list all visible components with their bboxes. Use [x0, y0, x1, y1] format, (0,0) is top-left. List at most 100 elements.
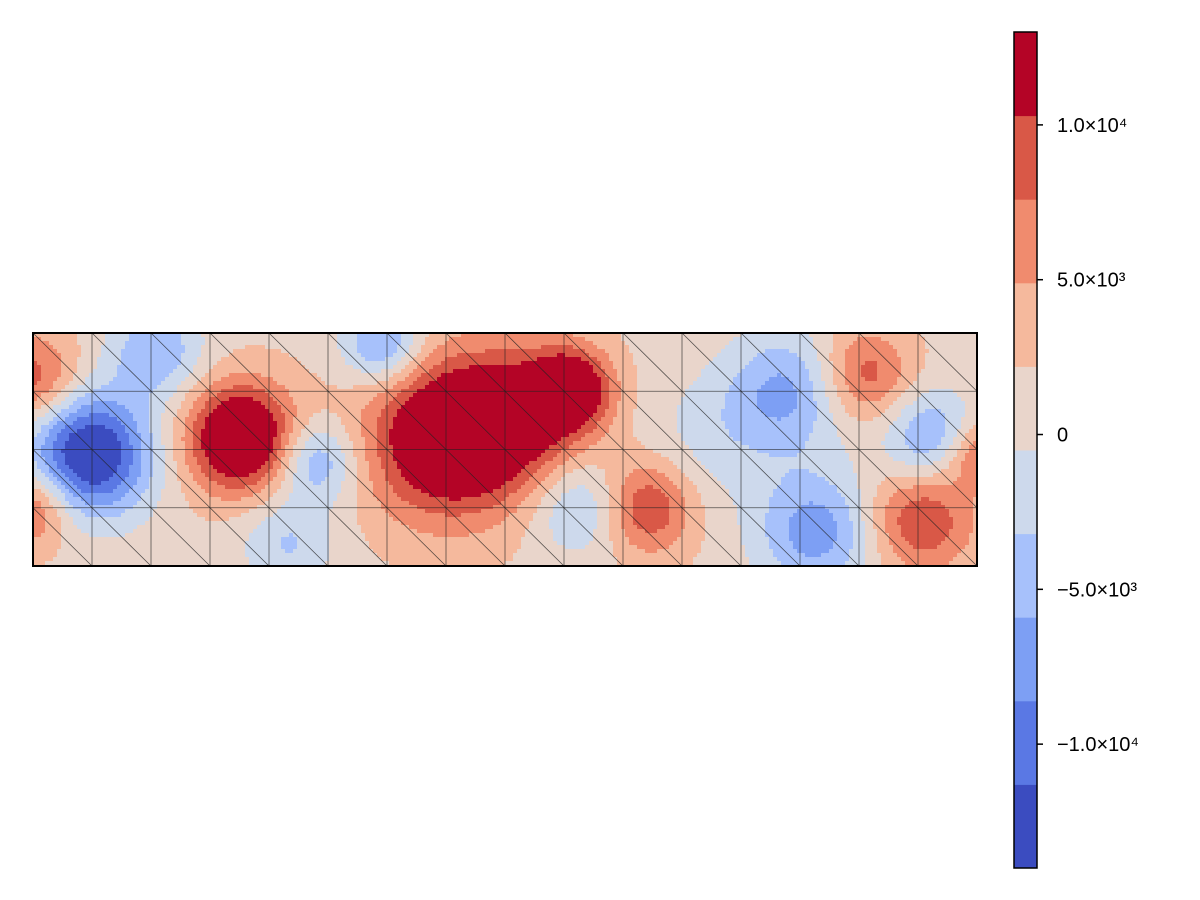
contour-cell [69, 341, 74, 346]
contour-cell [353, 341, 358, 346]
contour-cell [597, 361, 602, 366]
contour-cell [161, 361, 166, 366]
contour-cell [541, 397, 546, 402]
contour-cell [969, 365, 974, 370]
contour-cell [329, 357, 334, 362]
contour-cell [169, 349, 174, 354]
contour-cell [401, 345, 406, 350]
contour-cell [529, 397, 534, 402]
contour-cell [133, 377, 138, 382]
contour-cell [189, 409, 194, 414]
contour-cell [89, 353, 94, 358]
contour-cell [921, 413, 926, 418]
contour-cell [833, 357, 838, 362]
contour-cell [565, 353, 570, 358]
contour-cell [129, 405, 134, 410]
contour-cell [805, 369, 810, 374]
contour-cell [257, 393, 262, 398]
contour-cell [49, 361, 54, 366]
contour-cell [529, 401, 534, 406]
contour-cell [609, 373, 614, 378]
contour-cell [669, 361, 674, 366]
contour-cell [85, 393, 90, 398]
contour-cell [933, 401, 938, 406]
contour-cell [77, 417, 82, 422]
contour-cell [697, 393, 702, 398]
contour-cell [77, 401, 82, 406]
contour-cell [245, 365, 250, 370]
contour-cell [225, 409, 230, 414]
contour-cell [457, 337, 462, 342]
contour-cell [609, 385, 614, 390]
contour-cell [609, 393, 614, 398]
contour-cell [377, 377, 382, 382]
contour-cell [369, 345, 374, 350]
contour-cell [113, 345, 118, 350]
contour-cell [197, 401, 202, 406]
contour-cell [33, 377, 38, 382]
contour-cell [825, 361, 830, 366]
contour-cell [193, 337, 198, 342]
contour-cell [393, 381, 398, 386]
contour-cell [553, 373, 558, 378]
contour-cell [893, 409, 898, 414]
contour-cell [949, 373, 954, 378]
contour-cell [581, 365, 586, 370]
contour-cell [481, 353, 486, 358]
contour-cell [285, 353, 290, 358]
contour-cell [657, 393, 662, 398]
contour-cell [669, 349, 674, 354]
contour-cell [521, 333, 526, 338]
contour-cell [913, 345, 918, 350]
contour-cell [393, 401, 398, 406]
contour-cell [837, 353, 842, 358]
contour-cell [133, 333, 138, 338]
contour-cell [77, 353, 82, 358]
contour-cell [241, 349, 246, 354]
contour-cell [313, 345, 318, 350]
contour-cell [701, 349, 706, 354]
contour-cell [701, 409, 706, 414]
contour-cell [645, 361, 650, 366]
contour-cell [117, 341, 122, 346]
contour-cell [469, 333, 474, 338]
contour-cell [597, 385, 602, 390]
contour-cell [221, 393, 226, 398]
contour-cell [269, 345, 274, 350]
contour-cell [373, 381, 378, 386]
contour-cell [333, 393, 338, 398]
contour-cell [337, 385, 342, 390]
contour-cell [361, 385, 366, 390]
contour-cell [125, 333, 130, 338]
contour-cell [745, 397, 750, 402]
contour-cell [881, 385, 886, 390]
contour-cell [337, 361, 342, 366]
contour-cell [317, 373, 322, 378]
contour-cell [437, 373, 442, 378]
contour-cell [781, 393, 786, 398]
contour-cell [77, 405, 82, 410]
contour-cell [781, 397, 786, 402]
contour-cell [109, 409, 114, 414]
contour-cell [525, 337, 530, 342]
contour-cell [545, 381, 550, 386]
contour-cell [61, 349, 66, 354]
contour-cell [469, 345, 474, 350]
contour-cell [341, 397, 346, 402]
contour-cell [733, 353, 738, 358]
contour-cell [53, 357, 58, 362]
contour-cell [121, 349, 126, 354]
contour-cell [497, 345, 502, 350]
contour-cell [137, 361, 142, 366]
contour-cell [49, 401, 54, 406]
contour-cell [829, 397, 834, 402]
contour-cell [889, 369, 894, 374]
contour-cell [733, 349, 738, 354]
contour-cell [173, 369, 178, 374]
contour-cell [893, 401, 898, 406]
contour-cell [649, 337, 654, 342]
contour-cell [681, 401, 686, 406]
contour-cell [197, 409, 202, 414]
contour-cell [717, 381, 722, 386]
contour-cell [965, 405, 970, 410]
